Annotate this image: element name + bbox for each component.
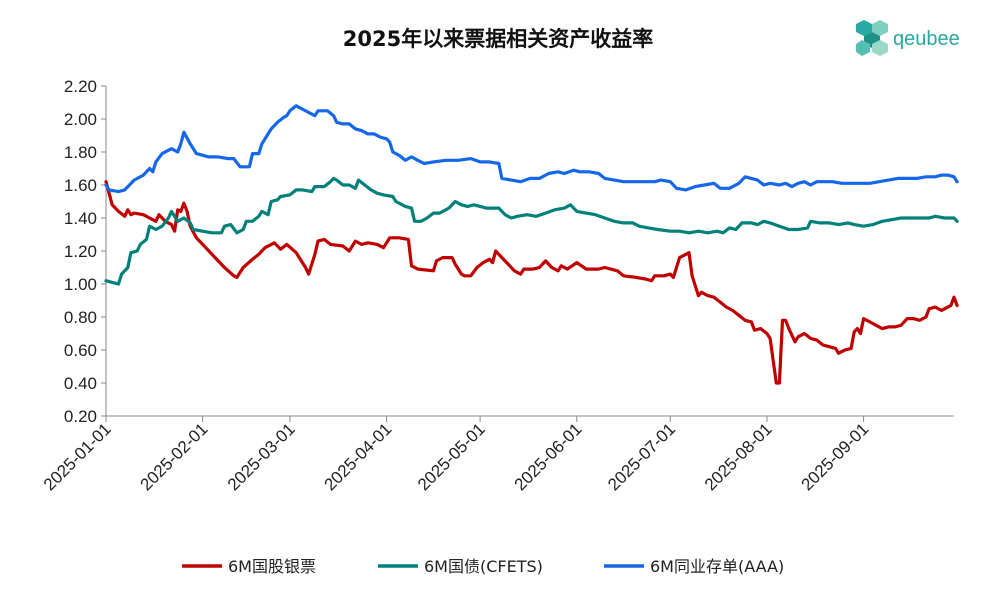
legend-label: 6M国债(CFETS) [424,557,543,576]
x-tick-label: 2025-01-01 [40,419,115,494]
legend: 6M国股银票 6M国债(CFETS) 6M同业存单(AAA) [182,557,784,576]
brand-name: qeubee [893,28,960,50]
legend-item: 6M国债(CFETS) [378,557,543,576]
series-line-2 [104,176,959,286]
brand-logo: qeubee [856,20,960,56]
y-tick-label: 1.80 [64,143,97,162]
y-tick-label: 1.60 [64,176,97,195]
x-tick-label: 2025-04-01 [320,419,395,494]
y-tick-label: 1.40 [64,209,97,228]
cube-icon [856,20,888,56]
x-tick-label: 2025-02-01 [137,419,212,494]
legend-label: 6M同业存单(AAA) [650,557,784,576]
legend-label: 6M国股银票 [228,557,316,576]
y-tick-label: 1.00 [64,275,97,294]
y-tick-label: 0.40 [64,374,97,393]
x-tick-label: 2025-07-01 [604,419,679,494]
series-layer [104,104,959,385]
y-tick-label: 2.00 [64,110,97,129]
y-tick-label: 1.20 [64,242,97,261]
legend-item: 6M国股银票 [182,557,316,576]
series-line-3 [104,104,959,194]
series-line-1 [104,180,959,385]
y-tick-label: 0.20 [64,407,97,426]
x-tick-label: 2025-05-01 [414,419,489,494]
legend-item: 6M同业存单(AAA) [604,557,784,576]
y-axis: 0.20 0.40 0.60 0.80 1.00 1.20 1.40 1.60 1.80 2.00… [64,77,107,426]
y-tick-label: 0.80 [64,308,97,327]
chart-title: 2025年以来票据相关资产收益率 [343,27,653,51]
x-axis: 2025-01-01 2025-02-01 2025-03-01 2025-04-01… [40,415,954,494]
y-tick-label: 0.60 [64,341,97,360]
x-tick-label: 2025-03-01 [224,419,299,494]
y-tick-label: 2.20 [64,77,97,96]
x-tick-label: 2025-06-01 [511,419,586,494]
x-tick-label: 2025-09-01 [797,419,872,494]
x-tick-label: 2025-08-01 [701,419,776,494]
